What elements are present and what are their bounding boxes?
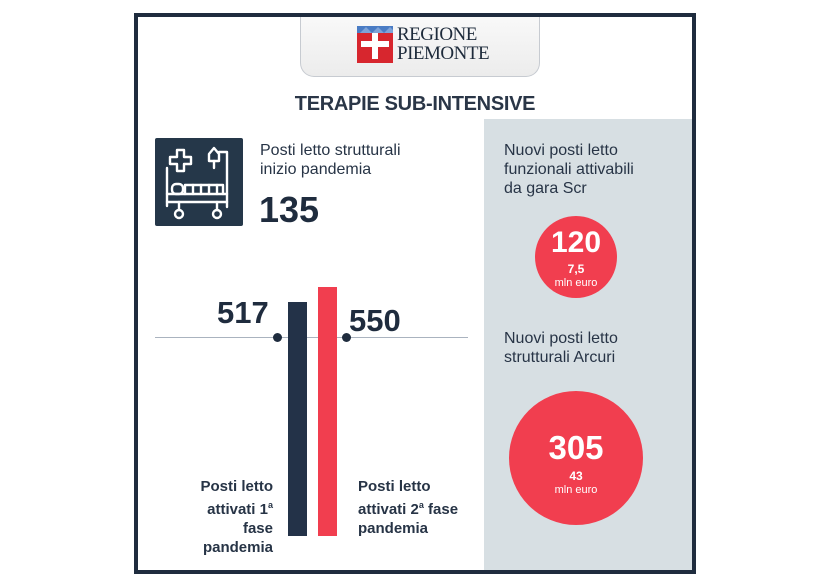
gara-scr-unit: mln euro [554, 277, 598, 289]
arcuri-amount: 43 [569, 469, 583, 483]
arcuri-value: 305 [548, 429, 604, 466]
phase1-bar [288, 302, 307, 536]
phase1-dot [273, 333, 282, 342]
phase2-value: 550 [349, 303, 401, 338]
region-name: REGIONE PIEMONTE [397, 24, 490, 64]
gara-scr-amount: 7,5 [567, 262, 585, 276]
gara-scr-circle: 120 7,5 mln euro [535, 216, 617, 298]
phase1-value: 517 [217, 295, 269, 330]
phase2-label: Posti letto attivati 2a fase pandemia [358, 478, 459, 537]
arcuri-circle: 305 43 mln euro [509, 391, 643, 525]
hospital-bed-icon [155, 138, 243, 226]
page-title: TERAPIE SUB-INTENSIVE [294, 93, 536, 115]
header-tab: REGIONE PIEMONTE [300, 17, 540, 77]
arcuri-label: Nuovi posti letto strutturali Arcuri [504, 330, 618, 366]
gara-scr-value: 120 [550, 226, 602, 259]
phase2-dot [342, 333, 351, 342]
phase2-bar [318, 287, 337, 536]
region-crest-icon [357, 26, 393, 63]
infographic-frame: REGIONE PIEMONTE TERAPIE SUB-INTENSIVE P… [134, 13, 696, 574]
phase1-label: Posti letto attivati 1a fase pandemia [200, 478, 273, 556]
initial-beds-label: Posti letto strutturali inizio pandemia [260, 142, 401, 178]
initial-beds-value: 135 [259, 189, 320, 230]
baseline-line [155, 337, 468, 338]
arcuri-unit: mln euro [554, 484, 598, 496]
gara-scr-label: Nuovi posti letto funzionali attivabili … [504, 142, 634, 197]
